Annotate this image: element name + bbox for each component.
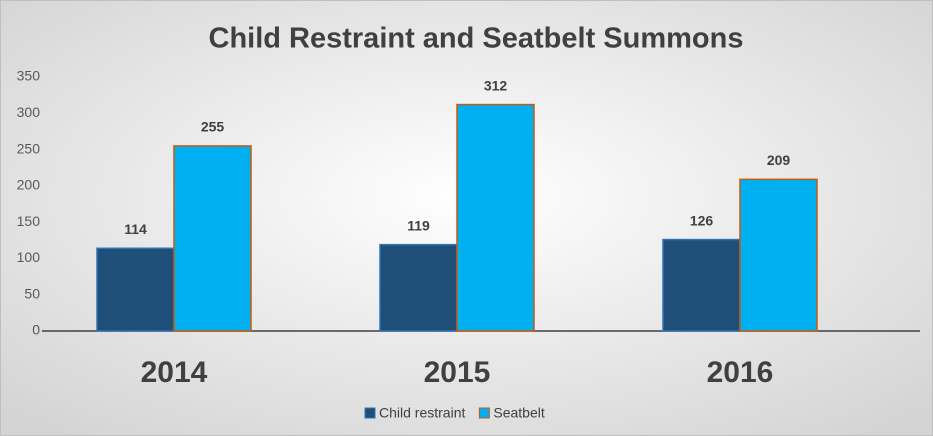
bar bbox=[173, 145, 252, 332]
y-tick-label: 250 bbox=[17, 140, 41, 156]
data-label: 126 bbox=[690, 212, 714, 228]
x-tick-label: 2015 bbox=[424, 356, 491, 389]
legend-label: Seatbelt bbox=[493, 405, 544, 421]
y-tick-label: 200 bbox=[17, 177, 41, 193]
y-tick-label: 150 bbox=[17, 213, 41, 229]
data-label: 312 bbox=[484, 77, 508, 93]
y-tick-label: 50 bbox=[24, 285, 40, 301]
legend-swatch bbox=[364, 407, 376, 419]
x-tick-label: 2014 bbox=[141, 356, 208, 389]
y-tick-label: 350 bbox=[17, 68, 41, 84]
y-tick-label: 100 bbox=[17, 249, 41, 265]
bar bbox=[456, 103, 535, 332]
data-label: 114 bbox=[124, 221, 147, 237]
legend-swatch bbox=[478, 407, 490, 419]
chart-title: Child Restraint and Seatbelt Summons bbox=[209, 23, 744, 55]
bar bbox=[739, 178, 818, 332]
data-label: 209 bbox=[767, 152, 791, 168]
bar bbox=[96, 247, 175, 332]
x-tick-label: 2016 bbox=[707, 356, 774, 389]
y-tick-label: 300 bbox=[17, 104, 41, 120]
y-tick-label: 0 bbox=[32, 322, 40, 338]
data-label: 255 bbox=[201, 119, 225, 135]
bar bbox=[662, 238, 741, 332]
data-label: 119 bbox=[407, 217, 430, 233]
legend-label: Child restraint bbox=[379, 405, 465, 421]
bar bbox=[379, 243, 458, 332]
